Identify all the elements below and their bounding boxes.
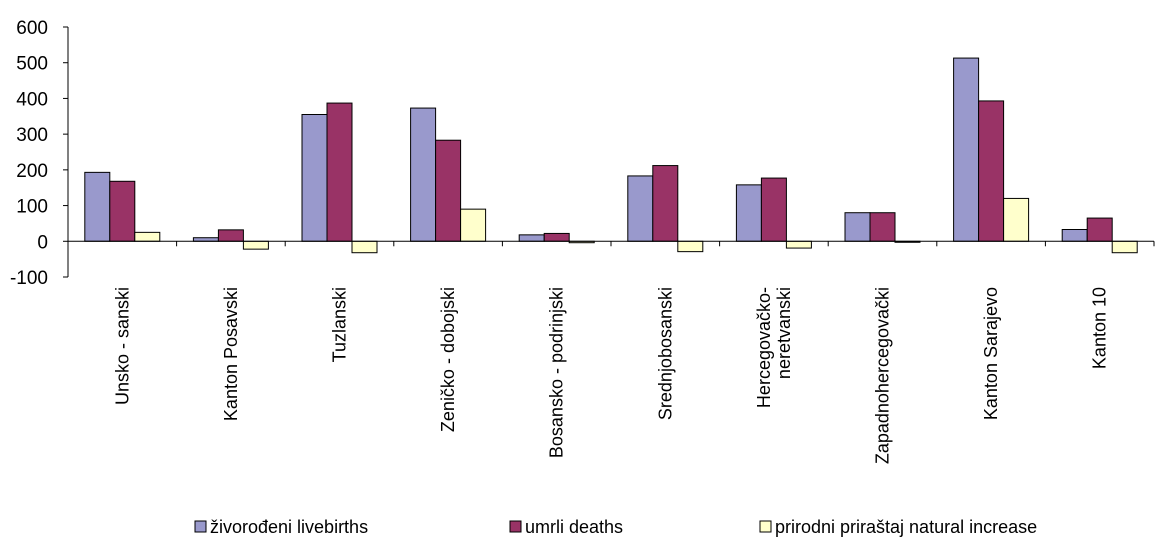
x-axis: Unsko - sanski Kanton Posavski Tuzlanski Ze…	[68, 241, 1154, 464]
bar-livebirths	[193, 238, 218, 242]
x-category-label: Hercegovačko-	[754, 287, 774, 408]
bar-livebirths	[411, 108, 436, 241]
y-tick-label: 100	[16, 197, 48, 218]
bar-deaths	[870, 213, 895, 242]
bar-natural-increase	[461, 209, 486, 241]
x-category-label: Srednjobosanski	[655, 287, 675, 420]
bar-natural-increase	[135, 232, 160, 241]
bar-deaths	[218, 230, 243, 241]
bar-livebirths	[302, 115, 327, 242]
x-category-label: Kanton Sarajevo	[981, 287, 1001, 420]
bar-livebirths	[954, 58, 979, 241]
bar-deaths	[761, 178, 786, 241]
bar-natural-increase	[1112, 241, 1137, 252]
legend-swatch	[510, 521, 521, 532]
x-category-label: Zapadnohercegovački	[873, 287, 893, 464]
y-tick-label: 200	[16, 161, 48, 182]
x-category-label: Unsko - sanski	[112, 287, 132, 405]
bar-livebirths	[736, 185, 761, 241]
x-category-label: Tuzlanski	[330, 287, 350, 362]
y-tick-label: 400	[16, 89, 48, 110]
bar-livebirths	[519, 235, 544, 241]
x-category-label: Kanton 10	[1090, 287, 1110, 369]
bar-livebirths	[628, 176, 653, 241]
y-tick-label: 0	[37, 232, 48, 253]
bar-natural-increase	[678, 241, 703, 251]
x-category-label: Kanton Posavski	[221, 287, 241, 421]
bar-deaths	[653, 166, 678, 242]
bar-livebirths	[845, 213, 870, 242]
bar-deaths	[979, 101, 1004, 241]
x-category-label: neretvanski	[774, 287, 794, 379]
bar-natural-increase	[243, 241, 268, 249]
x-category-label: Zeničko - dobojski	[438, 287, 458, 432]
legend-swatch	[760, 521, 771, 532]
y-tick-label: 600	[16, 18, 48, 39]
bar-deaths	[110, 181, 135, 241]
bar-natural-increase	[1004, 198, 1029, 241]
legend-swatch	[195, 521, 206, 532]
y-axis: 600 500 400 300 200 100 0 -100	[10, 18, 68, 289]
y-tick-label: 500	[16, 54, 48, 75]
bars	[85, 58, 1137, 253]
y-tick-label: -100	[10, 268, 48, 289]
y-tick-label: 300	[16, 125, 48, 146]
legend-label: prirodni priraštaj natural increase	[775, 517, 1037, 537]
bar-deaths	[327, 103, 352, 241]
bar-deaths	[1087, 218, 1112, 241]
x-category-label: Bosansko - podrinjski	[547, 287, 567, 458]
bar-natural-increase	[352, 241, 377, 252]
legend-label: umrli deaths	[525, 517, 623, 537]
bar-deaths	[436, 140, 461, 241]
bar-livebirths	[1062, 230, 1087, 242]
bar-deaths	[544, 233, 569, 241]
legend-label: živorođeni livebirths	[210, 517, 368, 537]
legend: živorođeni livebirths umrli deaths prirodn…	[195, 517, 1037, 537]
bar-livebirths	[85, 172, 110, 241]
bar-natural-increase	[786, 241, 811, 248]
